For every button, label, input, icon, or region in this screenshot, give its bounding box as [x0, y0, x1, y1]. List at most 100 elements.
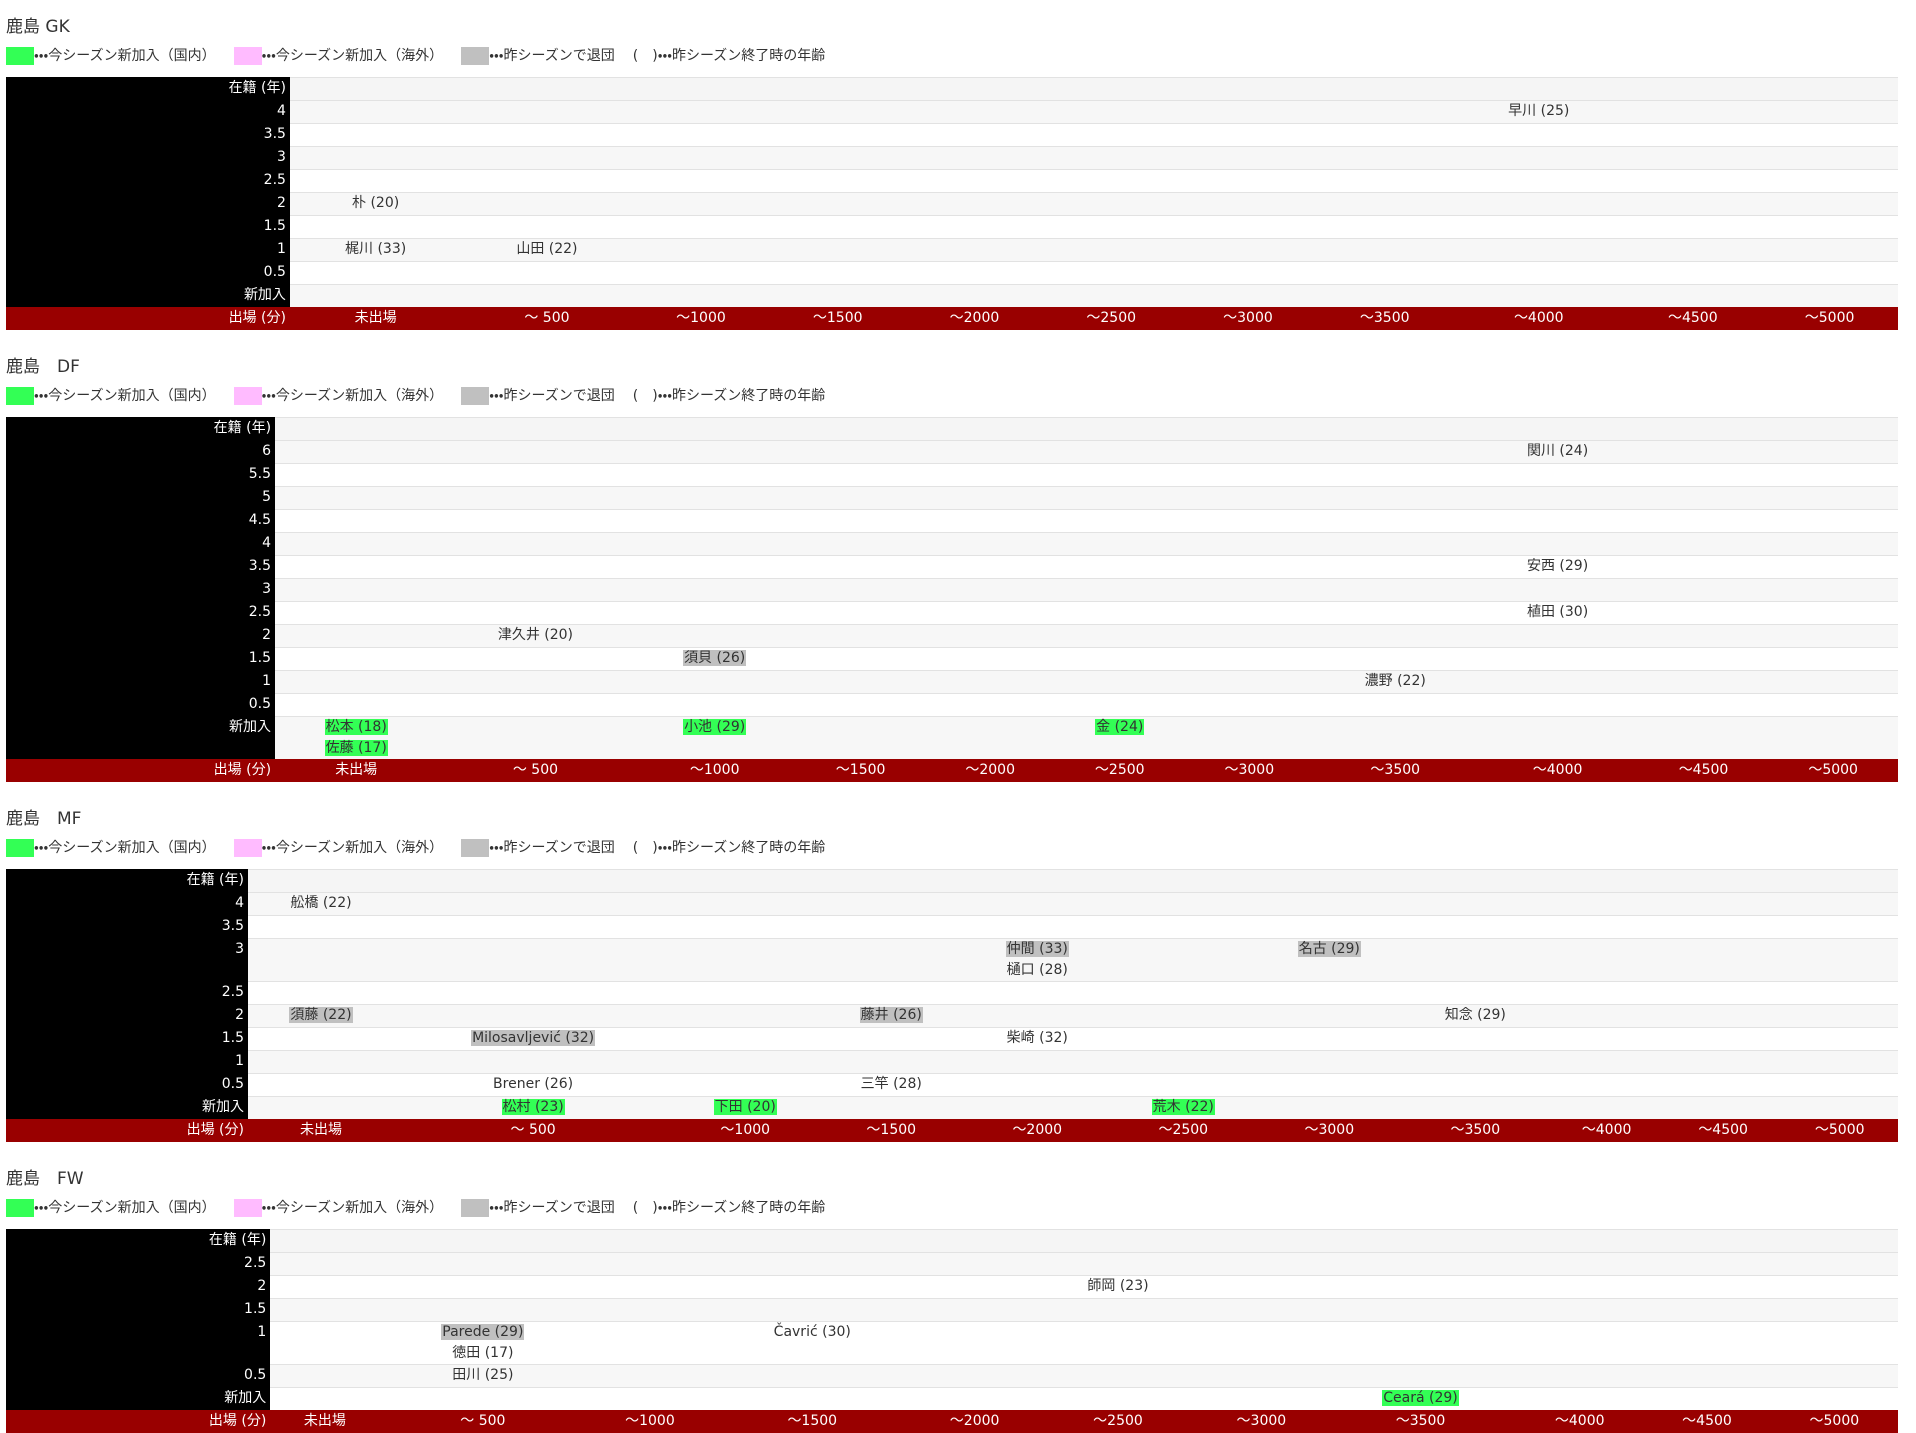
cell: [1761, 78, 1898, 101]
row-label: 0.5: [6, 1365, 270, 1388]
cell: [818, 1051, 964, 1074]
cell: [394, 1005, 672, 1028]
cell: [1781, 1051, 1898, 1074]
cell: [1180, 285, 1317, 308]
column-label: 〜3500: [1314, 760, 1476, 783]
section: 鹿島 DF・・・今シーズン新加入（国内）・・・今シーズン新加入（海外）・・・昨シ…: [6, 330, 1898, 782]
cell: [1055, 533, 1185, 556]
cell: [270, 1322, 379, 1365]
cell: [248, 1051, 394, 1074]
cell: [1624, 101, 1761, 124]
cell: [634, 487, 796, 510]
player: 樋口 (28): [966, 960, 1108, 981]
cell: [1185, 602, 1315, 625]
cell: [1110, 939, 1256, 982]
cell: [818, 870, 964, 893]
cell: [1256, 893, 1402, 916]
cell: [1055, 648, 1185, 671]
cell: [1453, 124, 1624, 147]
row-label: 4: [6, 101, 290, 124]
cell: [925, 556, 1055, 579]
cell: [1325, 1299, 1516, 1322]
cell: [1624, 285, 1761, 308]
player: 荒木 (22): [1112, 1097, 1254, 1118]
row-header: 在籍 (年): [6, 1230, 270, 1253]
cell: [769, 262, 906, 285]
player: Parede (29): [381, 1322, 584, 1343]
cell: [1453, 147, 1624, 170]
year-row: 2.5: [6, 982, 1898, 1005]
cell: [672, 893, 818, 916]
cell: [714, 1365, 911, 1388]
legend-swatch: [6, 839, 34, 857]
cell: [1402, 1074, 1548, 1097]
cell: [1768, 625, 1898, 648]
cell: [911, 1365, 1038, 1388]
cell: [1325, 1253, 1516, 1276]
cell: [248, 1097, 394, 1120]
cell: [1185, 579, 1315, 602]
cell: [925, 464, 1055, 487]
column-label: 〜3000: [1185, 760, 1315, 783]
player-name: 師岡 (23): [1086, 1278, 1149, 1294]
legend-item: ・・・今シーズン新加入（国内）: [6, 44, 216, 68]
footer-row: 出場 (分)未出場〜 500〜1000〜1500〜2000〜2500〜3000〜…: [6, 760, 1898, 783]
cell: [1761, 147, 1898, 170]
legend-item: ・・・今シーズン新加入（国内）: [6, 1196, 216, 1220]
player-name: 須藤 (22): [289, 1007, 352, 1023]
player-name: 仲間 (33): [1006, 941, 1069, 957]
year-row: 新加入松本 (18)佐藤 (17)小池 (29)金 (24): [6, 717, 1898, 760]
cell: [1643, 1322, 1770, 1365]
cell: [437, 717, 633, 760]
player-name: 田川 (25): [451, 1367, 514, 1383]
section-title: 鹿島 MF: [6, 792, 1898, 832]
cell: [1639, 579, 1769, 602]
player-name: 柴崎 (32): [1006, 1030, 1069, 1046]
cell: [586, 1230, 713, 1253]
cell: [1548, 1074, 1665, 1097]
cell: [1639, 487, 1769, 510]
cell: 柴崎 (32): [964, 1028, 1110, 1051]
cell: [1768, 579, 1898, 602]
player-name: Parede (29): [441, 1324, 524, 1340]
cell: [796, 487, 926, 510]
row-header: 在籍 (年): [6, 78, 290, 101]
cell: 藤井 (26): [818, 1005, 964, 1028]
header-row: 在籍 (年): [6, 1230, 1898, 1253]
year-row: 4.5: [6, 510, 1898, 533]
legend: ・・・今シーズン新加入（国内）・・・今シーズン新加入（海外）・・・昨シーズンで退…: [6, 1196, 1898, 1220]
row-label: 6: [6, 441, 275, 464]
cell: [906, 124, 1043, 147]
column-label: 〜1000: [633, 308, 770, 331]
cell: [1402, 1051, 1548, 1074]
column-label: 〜1500: [769, 308, 906, 331]
cell: [1180, 101, 1317, 124]
cell: [1665, 1097, 1782, 1120]
cell: [1185, 625, 1315, 648]
legend-swatch: [6, 47, 34, 65]
player: 三竿 (28): [820, 1074, 962, 1095]
legend-swatch: [234, 47, 262, 65]
cell: [964, 982, 1110, 1005]
cell: [925, 533, 1055, 556]
cell: [1516, 1253, 1643, 1276]
cell: [1110, 982, 1256, 1005]
cell: [925, 418, 1055, 441]
cell: [586, 1299, 713, 1322]
cell: [1453, 262, 1624, 285]
legend-text: ・・・今シーズン新加入（海外）: [262, 384, 444, 408]
legend: ・・・今シーズン新加入（国内）・・・今シーズン新加入（海外）・・・昨シーズンで退…: [6, 44, 1898, 68]
year-row: 0.5: [6, 694, 1898, 717]
cell: [1624, 78, 1761, 101]
cell: 師岡 (23): [1038, 1276, 1197, 1299]
cell: [1180, 147, 1317, 170]
legend-text: ( )・・・昨シーズン終了時の年齢: [633, 384, 826, 408]
cell: [925, 510, 1055, 533]
cell: [1314, 487, 1476, 510]
cell: [1761, 285, 1898, 308]
row-label: 2: [6, 1005, 248, 1028]
cell: [1185, 418, 1315, 441]
